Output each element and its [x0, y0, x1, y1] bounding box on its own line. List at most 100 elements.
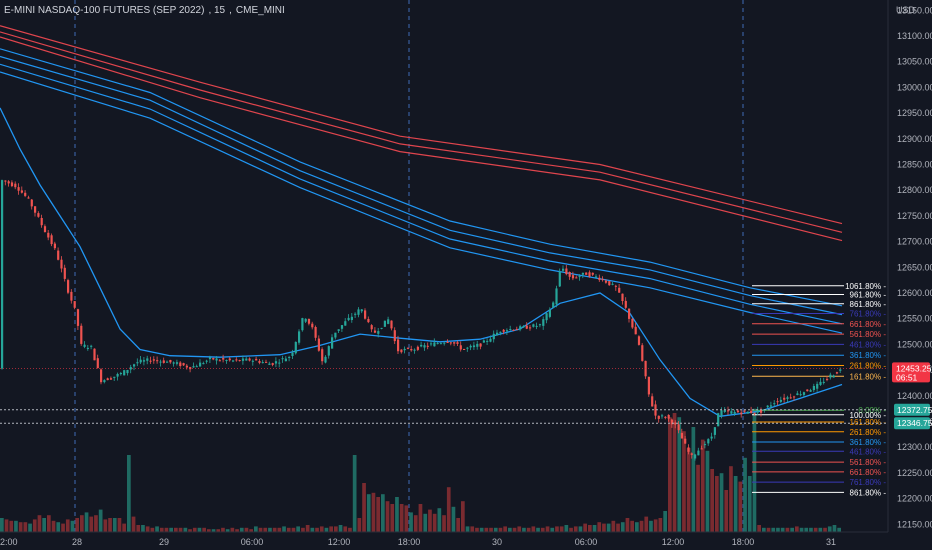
volume-bar: [94, 515, 98, 532]
ribbon-line-blue: [0, 48, 843, 307]
candle-body: [684, 438, 687, 444]
volume-bar: [630, 520, 634, 532]
candle-body: [311, 323, 314, 328]
candle-body: [284, 358, 287, 362]
candle-body: [390, 320, 393, 329]
volume-bar: [540, 527, 545, 532]
time-tick-label: 06:00: [241, 537, 264, 547]
candle-body: [192, 366, 195, 368]
candle-body: [400, 349, 403, 353]
volume-bar: [362, 483, 366, 532]
fibonacci-levels[interactable]: 1061.80% -961.80% -861.80% -761.80% -661…: [752, 282, 886, 498]
volume-bar: [272, 527, 277, 532]
candle-body: [314, 327, 317, 338]
volume-bar: [98, 509, 103, 532]
volume-bar: [192, 527, 197, 532]
candle-body: [789, 397, 792, 399]
candle-body: [175, 362, 179, 364]
candle-body: [172, 362, 175, 364]
volume-bar: [319, 526, 324, 532]
candle-body: [410, 349, 413, 351]
candle-body: [10, 182, 14, 187]
candle-body: [826, 378, 829, 380]
volume-bar: [705, 450, 710, 532]
candle-body: [344, 321, 347, 326]
candle-body: [746, 411, 749, 414]
candle-body: [182, 363, 185, 366]
candle-body: [489, 338, 492, 342]
candle-body: [17, 187, 20, 191]
price-tick-label: 13050.00: [897, 57, 932, 67]
candle-body: [806, 389, 809, 392]
candle-body: [618, 287, 621, 293]
volume-bar: [780, 527, 785, 532]
volume-bar: [211, 529, 216, 532]
interval-label[interactable]: , 15,: [208, 5, 232, 16]
volume-bar: [639, 520, 644, 532]
volume-bar: [357, 518, 362, 532]
candle-body: [773, 403, 776, 405]
candle-body: [760, 409, 763, 413]
volume-bar: [14, 520, 18, 532]
candle-body: [509, 329, 512, 330]
candle-body: [469, 345, 472, 348]
volume-bar: [0, 518, 4, 532]
candle-body: [581, 272, 584, 275]
volume-bar: [451, 506, 456, 532]
candle-body: [654, 404, 657, 416]
volume-bar: [517, 526, 522, 532]
candle-body: [459, 345, 462, 350]
symbol-name[interactable]: E-MINI NASDAQ-100 FUTURES (SEP 2022): [4, 5, 205, 16]
candle-body: [67, 280, 70, 293]
candle-body: [502, 329, 505, 332]
volume-bar: [343, 526, 348, 532]
volume-bar: [258, 527, 263, 532]
time-axis[interactable]: 2:00 28 29 06:00 12:00 18:00 30 06:00 12:00 18:00…: [0, 537, 836, 547]
volume-bar: [526, 527, 531, 532]
fib-level-label: 261.80% -: [850, 428, 887, 437]
candle-body: [215, 358, 218, 361]
price-axis[interactable]: 13150.00 13100.00 13050.00 13000.00 12950.00…: [897, 5, 932, 529]
candle-body: [443, 342, 446, 344]
candle-body: [274, 361, 278, 364]
candle-body: [661, 415, 664, 417]
candle-body: [235, 359, 238, 361]
volume-bar: [644, 516, 649, 532]
candle-body: [486, 340, 489, 342]
candle-body: [496, 332, 499, 336]
volume-bar: [559, 526, 564, 532]
candle-body: [703, 444, 707, 446]
price-tick-label: 12950.00: [897, 108, 932, 118]
candle-body: [730, 411, 733, 414]
candle-body: [20, 190, 23, 193]
candle-body: [37, 213, 40, 217]
candle-body: [106, 378, 109, 381]
candle-body: [393, 330, 396, 342]
candle-body: [492, 333, 495, 340]
candle-body: [228, 358, 231, 361]
candle-body: [307, 318, 311, 324]
candle-body: [367, 319, 370, 323]
volume-bar: [776, 527, 780, 532]
volume-bar: [159, 527, 164, 532]
volume-bar: [117, 518, 122, 532]
time-tick-label: 06:00: [575, 537, 598, 547]
volume-bar: [493, 527, 498, 532]
candle-body: [835, 372, 839, 374]
candle-body: [799, 394, 802, 396]
candle-body: [667, 414, 670, 419]
candle-body: [301, 318, 304, 331]
candle-body: [205, 360, 208, 362]
candle-body: [185, 365, 188, 368]
candle-body: [463, 349, 466, 350]
volume-bar: [428, 509, 432, 532]
volume-bar: [545, 526, 550, 532]
volume-bar: [131, 516, 136, 532]
candle-body: [24, 192, 27, 196]
candle-body: [677, 424, 680, 431]
price-tick-label: 12900.00: [897, 134, 932, 144]
volume-bar: [498, 527, 503, 532]
volume-bar: [432, 513, 437, 532]
price-tick-label: 12650.00: [897, 262, 932, 272]
